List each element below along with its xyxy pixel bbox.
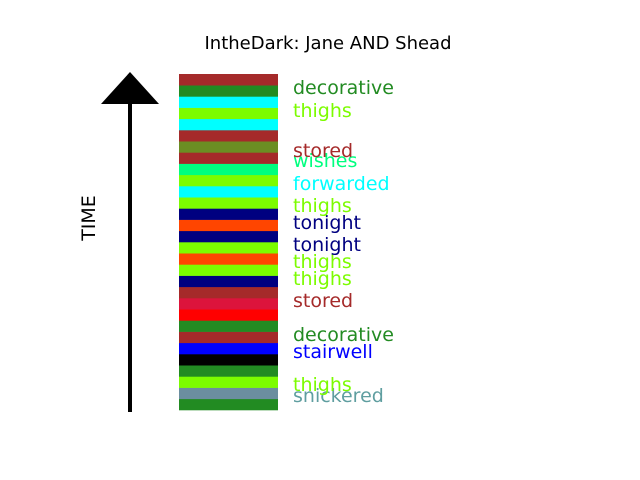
timeline-segment (179, 174, 278, 187)
timeline-segment (179, 219, 278, 232)
word-label: tonight (293, 234, 361, 256)
word-label: thighs (293, 195, 352, 217)
timeline-segment (179, 354, 278, 366)
word-label: thighs (293, 374, 352, 396)
word-label: stored (293, 290, 353, 312)
timeline-segment (179, 130, 278, 142)
timeline-segment (179, 264, 278, 276)
word-label: decorative (293, 77, 394, 99)
timeline-segment (179, 163, 278, 176)
word-label: stored (293, 140, 353, 162)
word-label: tonight (293, 212, 361, 234)
word-label: forwarded (293, 173, 390, 195)
timeline-segment (179, 230, 278, 243)
timeline-segment (179, 398, 278, 411)
timeline-segment (179, 186, 278, 198)
timeline-strip (179, 74, 278, 411)
timeline-segment (179, 387, 278, 400)
timeline-segment (179, 275, 278, 288)
chart-title: IntheDark: Jane AND Shead (204, 33, 451, 54)
timeline-segment (179, 286, 278, 299)
timeline-segment (179, 74, 278, 86)
word-label: decorative (293, 324, 394, 346)
timeline-segment (179, 152, 278, 164)
word-label: thighs (293, 268, 352, 290)
word-label: thighs (293, 100, 352, 122)
timeline-segment (179, 141, 278, 153)
time-arrow (101, 72, 159, 412)
timeline-segment (179, 320, 278, 332)
timeline-segment (179, 253, 278, 265)
word-labels: snickeredthighsstairwelldecorativestored… (293, 77, 394, 407)
word-label: thighs (293, 251, 352, 273)
timeline-segment (179, 331, 278, 344)
word-label: snickered (293, 385, 384, 407)
timeline-segment (179, 365, 278, 377)
y-axis-label: TIME (78, 195, 100, 242)
timeline-segment (179, 298, 278, 310)
timeline-segment (179, 376, 278, 388)
timeline-segment (179, 96, 278, 108)
timeline-segment (179, 118, 278, 131)
word-label: stairwell (293, 341, 373, 363)
timeline-segment (179, 309, 278, 321)
timeline-segment (179, 197, 278, 209)
timeline-segment (179, 107, 278, 120)
timeline-segment (179, 242, 278, 254)
timeline-segment (179, 208, 278, 220)
timeline-segment (179, 85, 278, 97)
timeline-segment (179, 342, 278, 355)
word-label: wishes (293, 150, 357, 172)
time-arrow-head (101, 72, 159, 104)
